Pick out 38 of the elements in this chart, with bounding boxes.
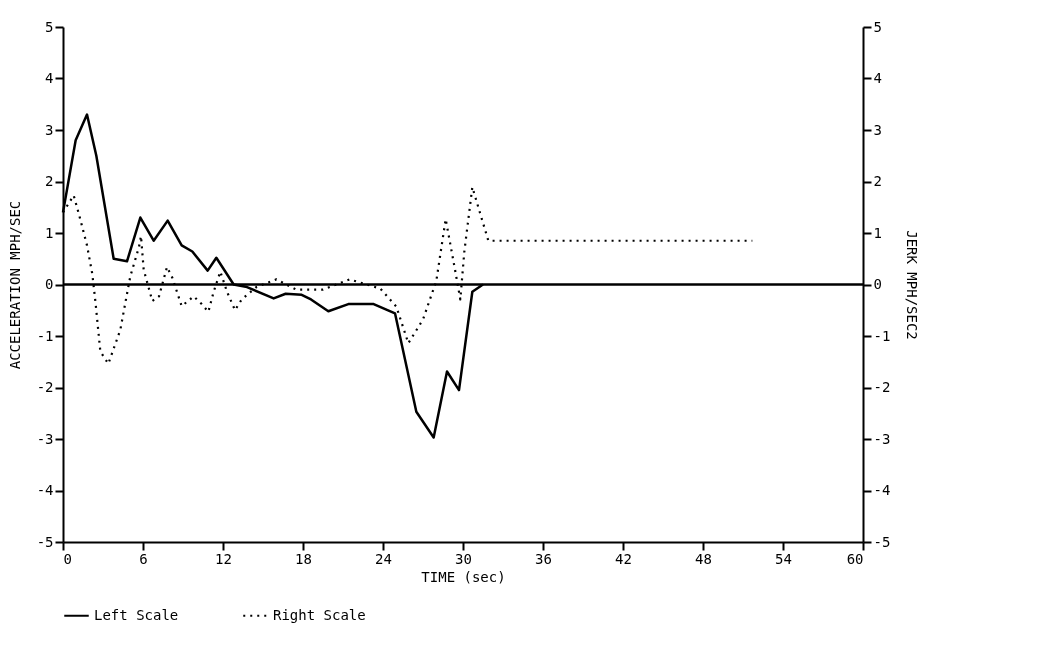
y2-tick-label: -1 bbox=[873, 327, 891, 344]
y-tick-label: 3 bbox=[45, 121, 54, 138]
y2-tick-label: 5 bbox=[873, 18, 882, 35]
x-tick-label: 54 bbox=[775, 550, 792, 567]
x-tick-label: 60 bbox=[846, 550, 864, 567]
x-tick-label: 6 bbox=[139, 550, 148, 567]
y2-tick-label: 3 bbox=[873, 121, 882, 138]
y-tick-label: -1 bbox=[36, 327, 54, 344]
x-tick-label: 42 bbox=[615, 550, 632, 567]
y2-tick-label: -4 bbox=[873, 482, 891, 498]
y2-tick-label: 0 bbox=[873, 276, 882, 292]
y2-tick-label: 1 bbox=[873, 224, 882, 241]
y2-tick-label: 2 bbox=[873, 173, 882, 189]
x-tick-label: 12 bbox=[215, 550, 232, 567]
y2-tick-label: -3 bbox=[873, 430, 891, 447]
x-tick-label: 0 bbox=[63, 550, 72, 567]
legend-label: Left Scale bbox=[94, 606, 179, 623]
y-tick-label: -3 bbox=[36, 430, 54, 447]
y-tick-label: 4 bbox=[45, 70, 54, 86]
y-tick-label: 5 bbox=[45, 18, 54, 35]
y-tick-label: 0 bbox=[45, 276, 54, 292]
x-axis-title: TIME (sec) bbox=[421, 568, 506, 585]
y-tick-label: 2 bbox=[45, 173, 54, 189]
legend-label: Right Scale bbox=[273, 606, 366, 623]
x-tick-label: 18 bbox=[295, 550, 312, 567]
y-axis-title: ACCELERATION MPH/SEC bbox=[6, 200, 23, 370]
y2-tick-label: -5 bbox=[873, 533, 891, 550]
x-tick-label: 36 bbox=[535, 550, 552, 567]
y-tick-label: -2 bbox=[36, 379, 54, 395]
y-tick-label: 1 bbox=[45, 224, 54, 241]
y2-tick-label: -2 bbox=[873, 379, 891, 395]
y-tick-label: -4 bbox=[36, 482, 54, 498]
y-tick-label: -5 bbox=[36, 533, 54, 550]
x-tick-label: 30 bbox=[455, 550, 472, 567]
x-tick-label: 24 bbox=[375, 550, 392, 567]
x-tick-label: 48 bbox=[695, 550, 712, 567]
y2-axis-title: JERK MPH/SEC2 bbox=[904, 230, 921, 340]
y2-tick-label: 4 bbox=[873, 70, 882, 86]
